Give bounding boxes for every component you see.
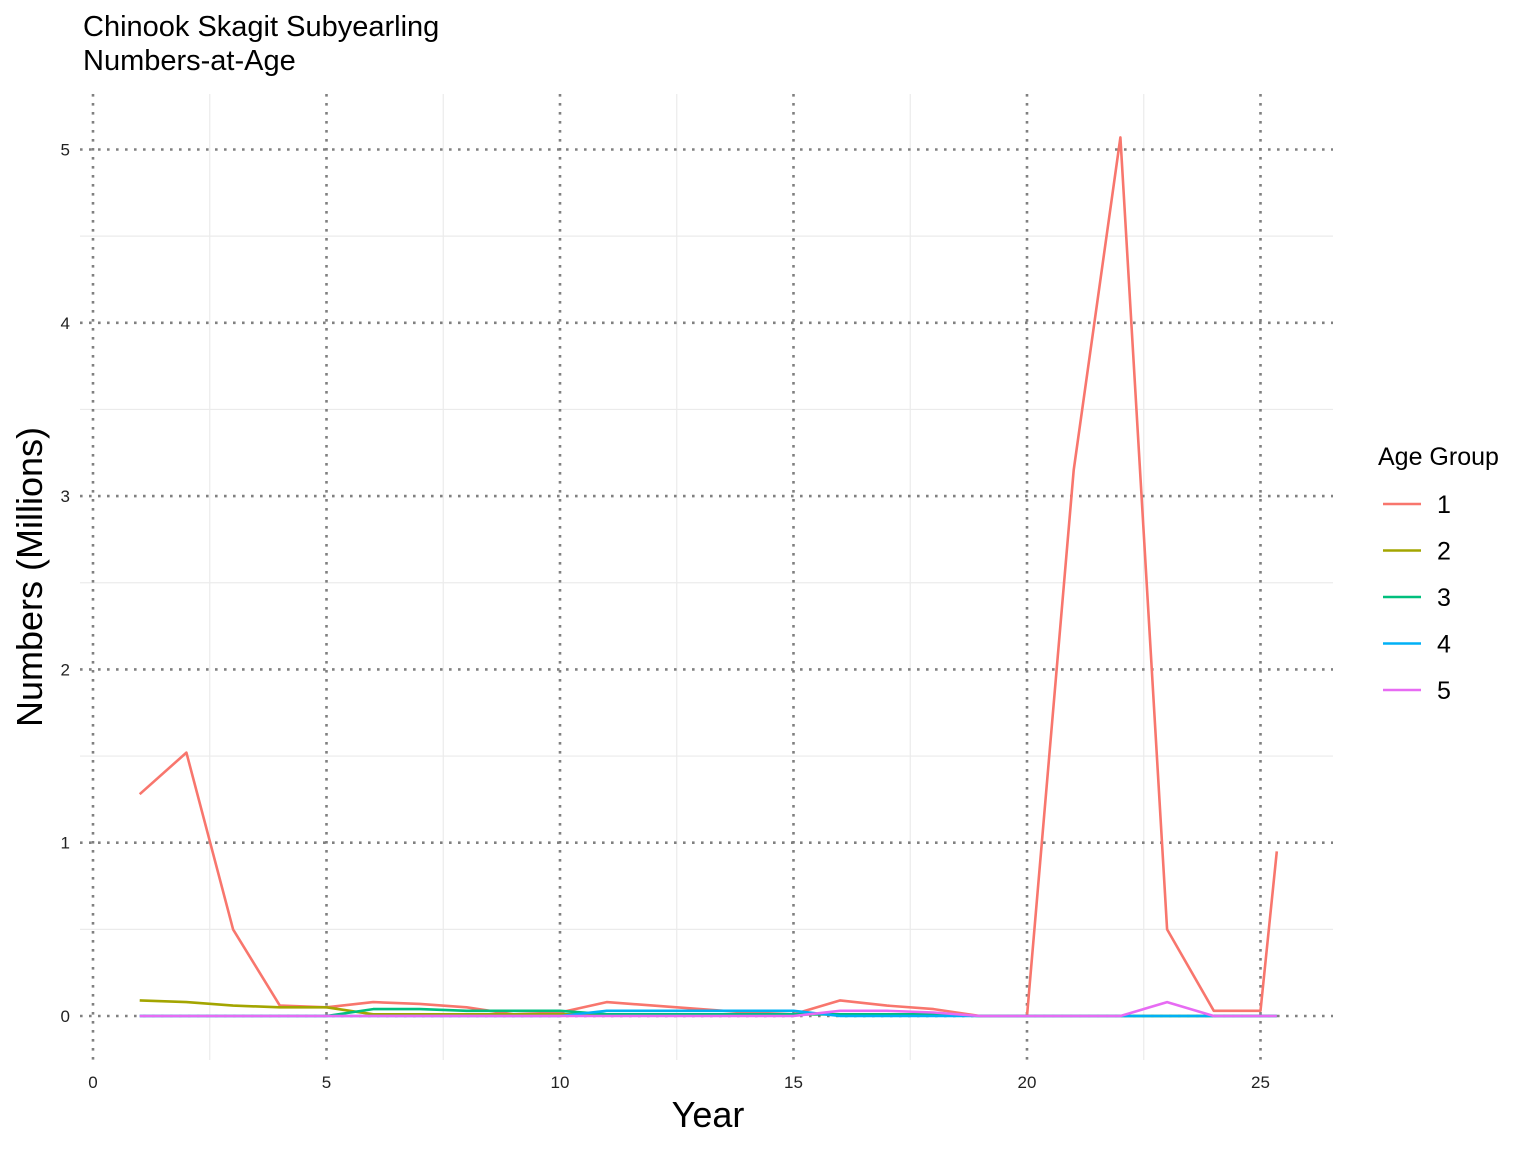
- y-axis-ticks: 0 1 2 3 4 5: [61, 141, 70, 1027]
- x-tick-label: 10: [551, 1073, 570, 1092]
- x-tick-label: 25: [1251, 1073, 1270, 1092]
- x-tick-label: 20: [1018, 1073, 1037, 1092]
- y-tick-label: 2: [61, 660, 70, 679]
- legend-item-age-2: 2: [1383, 538, 1451, 566]
- grid-major: [80, 94, 1333, 1060]
- legend-label: 2: [1437, 538, 1451, 566]
- x-tick-label: 15: [784, 1073, 803, 1092]
- y-tick-label: 4: [61, 314, 70, 333]
- series-line-age-1: [138, 136, 1279, 1018]
- y-axis-title: Numbers (Millions): [9, 427, 50, 727]
- chart-title: Chinook Skagit Subyearling Numbers-at-Ag…: [83, 11, 440, 77]
- series-line-age-5: [139, 1000, 1277, 1018]
- legend-label: 3: [1437, 584, 1451, 612]
- x-axis-title: Year: [672, 1094, 745, 1135]
- legend-item-age-1: 1: [1383, 491, 1451, 519]
- legend-item-age-5: 5: [1383, 677, 1451, 705]
- y-tick-label: 0: [61, 1007, 70, 1026]
- legend-label: 4: [1437, 631, 1451, 659]
- grid-minor: [80, 94, 1333, 1060]
- y-tick-label: 3: [61, 487, 70, 506]
- x-axis-ticks: 0 5 10 15 20 25: [88, 1073, 1270, 1092]
- legend-item-age-3: 3: [1383, 584, 1451, 612]
- legend-label: 5: [1437, 677, 1451, 705]
- legend-title: Age Group: [1378, 443, 1499, 471]
- series-lines: [138, 136, 1279, 1018]
- y-tick-label: 5: [61, 141, 70, 160]
- x-tick-label: 0: [88, 1073, 97, 1092]
- x-tick-label: 5: [322, 1073, 331, 1092]
- legend: Age Group 1 2 3 4 5: [1378, 443, 1499, 705]
- legend-item-age-4: 4: [1383, 631, 1451, 659]
- y-tick-label: 1: [61, 834, 70, 853]
- legend-label: 1: [1437, 491, 1451, 519]
